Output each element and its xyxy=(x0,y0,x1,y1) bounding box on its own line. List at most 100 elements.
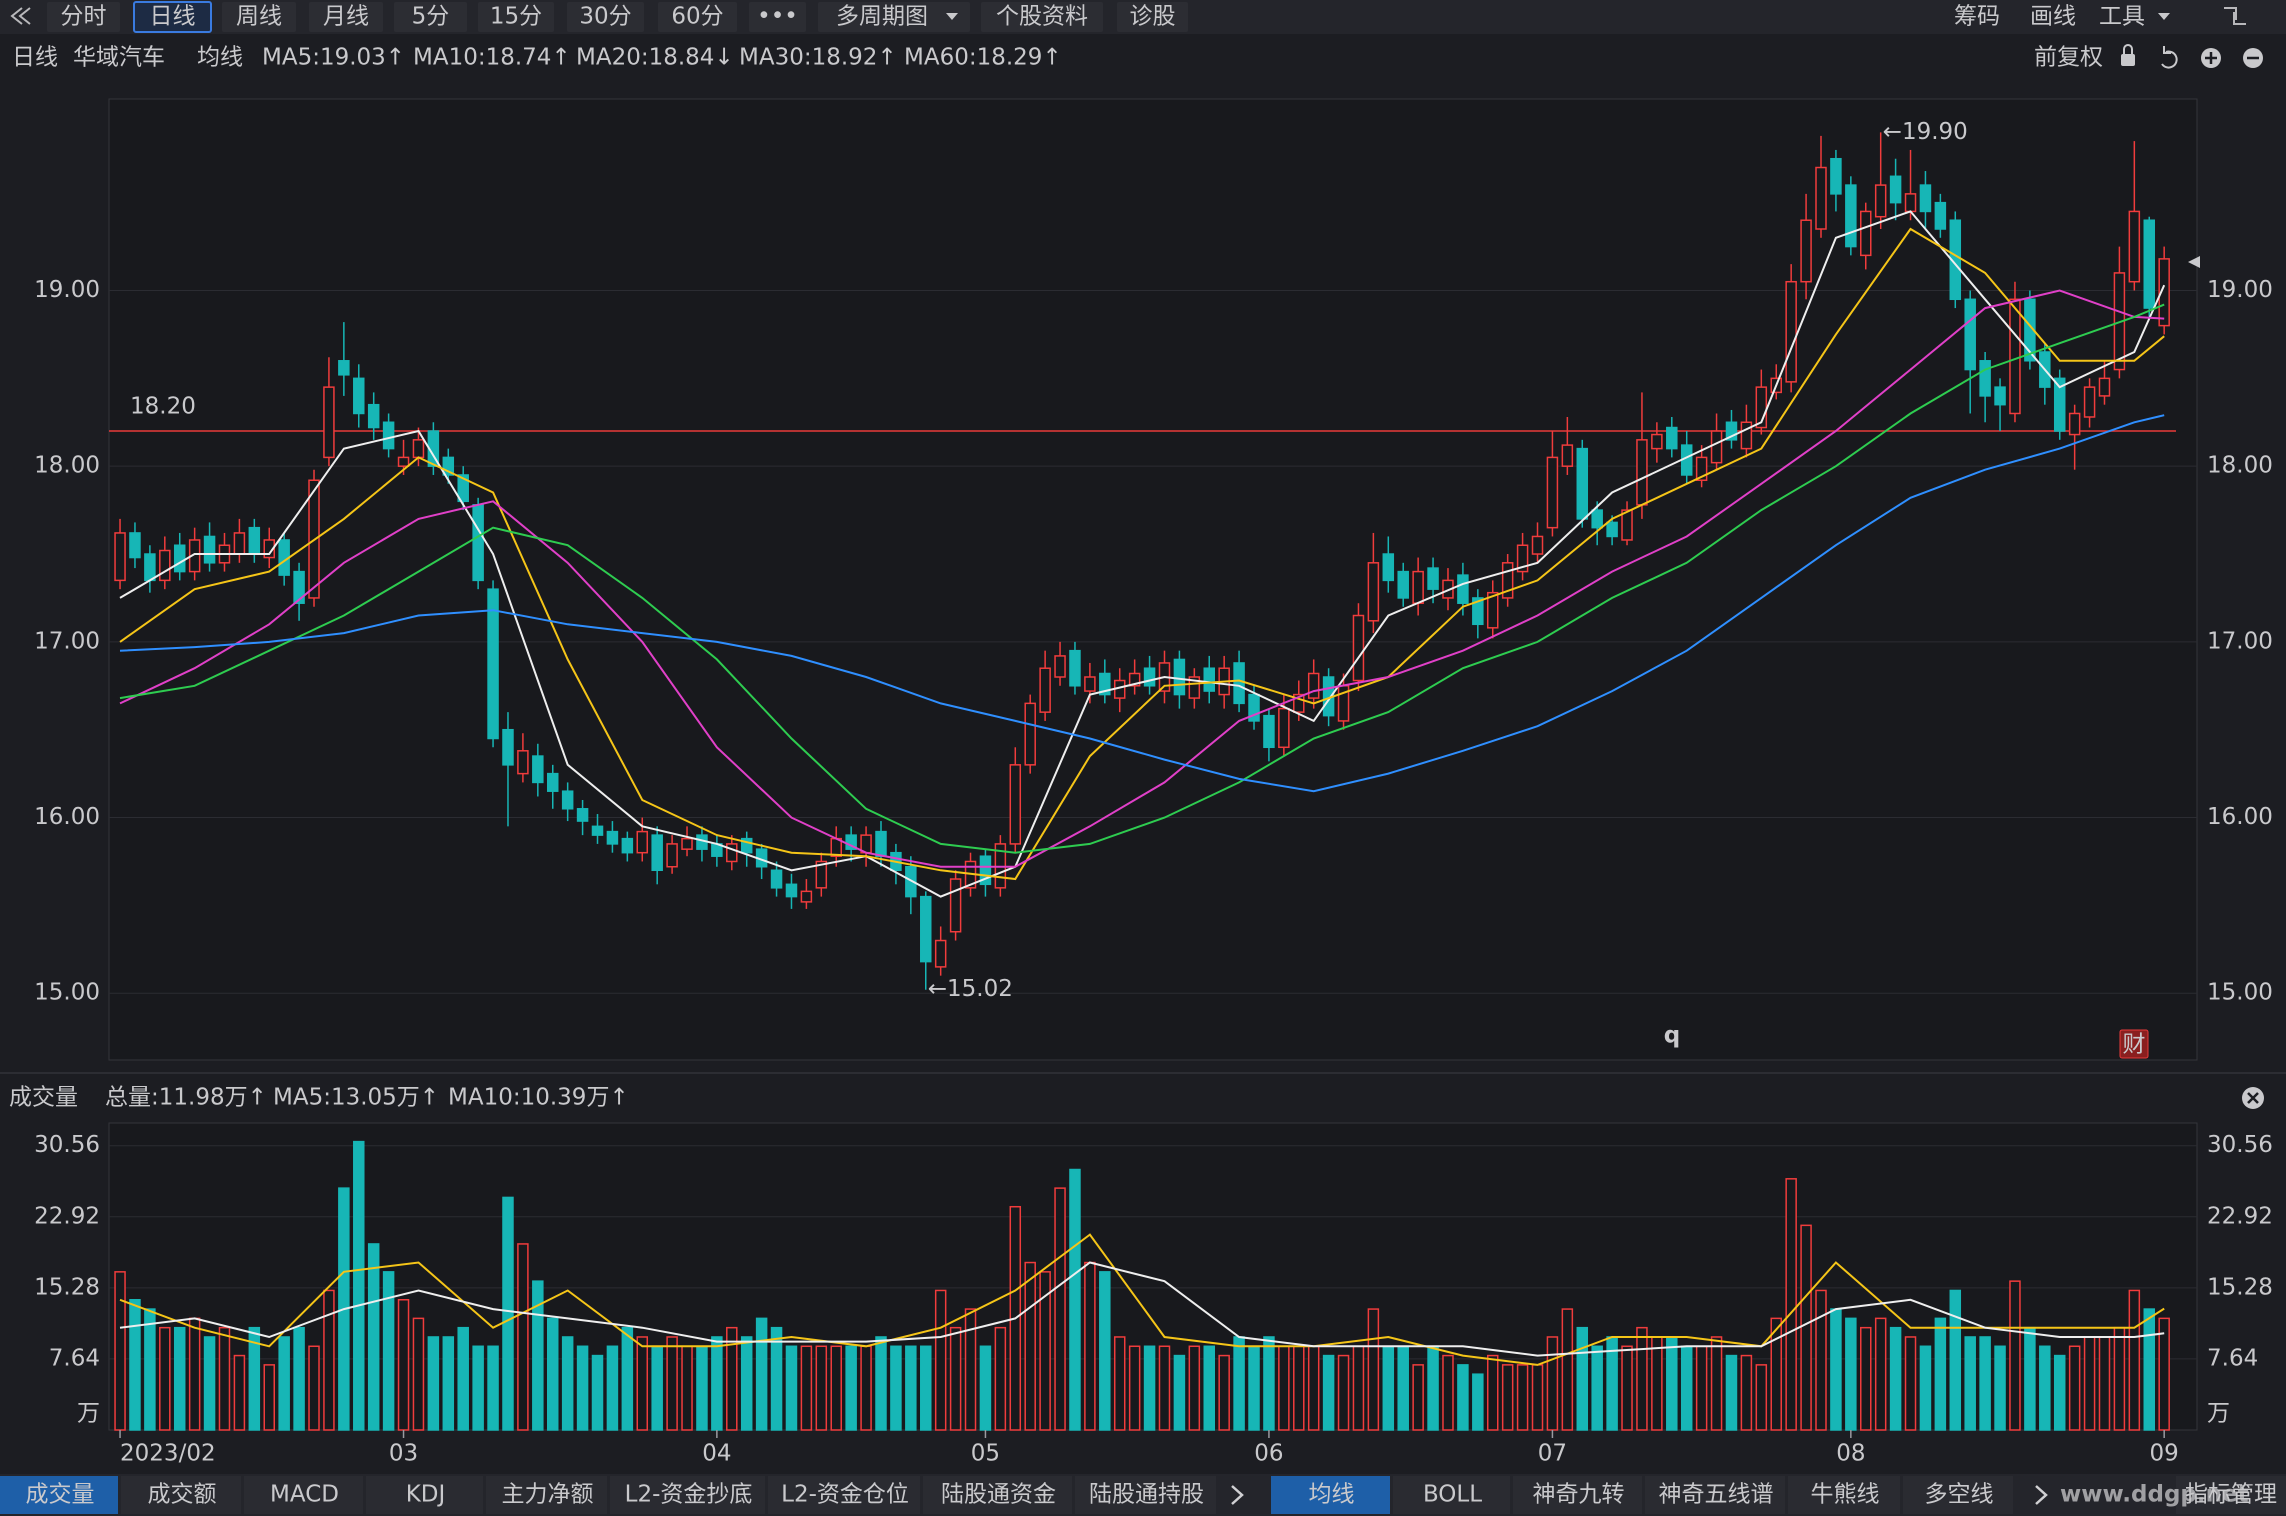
candle-body xyxy=(606,830,619,845)
toolbar-tab[interactable]: 日线 xyxy=(150,4,196,30)
volume-bar xyxy=(1218,1354,1230,1431)
period-label: 日线 xyxy=(12,45,58,71)
overlay-tab-bg[interactable] xyxy=(1271,1476,1390,1514)
candle-body xyxy=(1725,421,1738,441)
indicator-tab[interactable]: L2-资金仓位 xyxy=(781,1482,909,1508)
volume-bar xyxy=(1860,1326,1872,1431)
volume-bar xyxy=(1307,1345,1320,1431)
toolbar-button[interactable] xyxy=(47,2,120,32)
undo-icon[interactable] xyxy=(2161,46,2178,69)
toolbar-tab[interactable]: 5分 xyxy=(412,4,450,30)
toolbar-tool[interactable]: 画线 xyxy=(2030,4,2076,30)
volume-bar xyxy=(591,1354,604,1431)
toolbar-tab[interactable]: ••• xyxy=(757,4,798,30)
volume-bar xyxy=(1024,1261,1036,1431)
indicator-tab[interactable]: MACD xyxy=(270,1482,339,1508)
indicator-tab-bg[interactable] xyxy=(486,1476,607,1514)
indicator-tab-bg[interactable] xyxy=(768,1476,920,1514)
indicator-tab-bg[interactable] xyxy=(366,1476,483,1514)
tab-scroll[interactable] xyxy=(2035,1485,2048,1505)
price-line-label: 18.20 xyxy=(130,394,196,420)
candle-body xyxy=(949,878,962,933)
volume-bar xyxy=(1815,1289,1827,1431)
overlay-tab-bg[interactable] xyxy=(1513,1476,1642,1514)
indicator-tab[interactable]: 主力净额 xyxy=(502,1482,594,1508)
volume-bar xyxy=(1337,1354,1350,1431)
indicator-tab-bg[interactable] xyxy=(1075,1476,1216,1514)
toolbar-button[interactable] xyxy=(394,2,467,32)
indicator-tab-bg[interactable] xyxy=(610,1476,765,1514)
toolbar-tab[interactable]: 60分 xyxy=(671,4,723,30)
volume-bar xyxy=(2143,1308,2156,1431)
volume-bar xyxy=(2053,1354,2066,1431)
toolbar-button[interactable] xyxy=(133,1,212,33)
candle-body xyxy=(1710,430,1723,464)
toolbar-button[interactable] xyxy=(658,2,737,32)
toolbar-tab[interactable]: 诊股 xyxy=(1130,4,1176,30)
lock-icon[interactable] xyxy=(2121,54,2135,66)
volume-bar xyxy=(1442,1354,1454,1431)
toolbar-button[interactable] xyxy=(309,2,383,32)
indicator-tab-bg[interactable] xyxy=(0,1476,118,1514)
manage-bg[interactable] xyxy=(2176,1476,2286,1514)
back-icon[interactable] xyxy=(10,7,31,25)
toolbar-button[interactable] xyxy=(222,2,296,32)
y-tick-label-right: 17.00 xyxy=(2207,628,2273,654)
overlay-tab[interactable]: 神奇五线谱 xyxy=(1659,1482,1774,1508)
toolbar-tool[interactable]: 工具 xyxy=(2099,4,2145,30)
candle-body xyxy=(770,869,783,889)
overlay-tab[interactable]: 均线 xyxy=(1309,1482,1355,1508)
toolbar-tab[interactable]: 个股资料 xyxy=(996,4,1088,30)
candle-body xyxy=(1382,553,1395,582)
tab-scroll[interactable] xyxy=(1231,1485,1244,1505)
adjust-label[interactable]: 前复权 xyxy=(2034,45,2103,71)
indicator-tab[interactable]: 成交量 xyxy=(26,1482,95,1508)
volume-bar xyxy=(1934,1317,1947,1431)
indicator-tab-bg[interactable] xyxy=(244,1476,363,1514)
toolbar-button[interactable] xyxy=(478,2,554,32)
toolbar-tab[interactable]: 分时 xyxy=(61,4,107,30)
toolbar-button[interactable] xyxy=(567,2,644,32)
indicator-tab[interactable]: 成交额 xyxy=(148,1482,217,1508)
indicator-tab-bg[interactable] xyxy=(923,1476,1072,1514)
close-volume[interactable] xyxy=(2242,1087,2264,1109)
volume-bar xyxy=(1964,1336,1976,1431)
overlay-tab[interactable]: BOLL xyxy=(1423,1482,1482,1508)
overlay-tab[interactable]: 神奇九转 xyxy=(1533,1482,1625,1508)
toolbar-tab[interactable]: 月线 xyxy=(323,4,369,30)
indicator-tab[interactable]: L2-资金抄底 xyxy=(625,1482,753,1508)
toolbar-button[interactable] xyxy=(1117,2,1188,32)
overlay-tab[interactable]: 多空线 xyxy=(1925,1482,1994,1508)
candle-body xyxy=(1621,509,1633,541)
toolbar-tool[interactable]: 筹码 xyxy=(1954,4,2000,30)
indicator-tab[interactable]: 陆股通持股 xyxy=(1089,1482,1204,1508)
volume-bar xyxy=(1397,1345,1409,1431)
overlay-tab-bg[interactable] xyxy=(1903,1476,2013,1514)
overlay-tab-bg[interactable] xyxy=(1788,1476,1900,1514)
fullscreen-icon[interactable] xyxy=(2224,7,2246,25)
indicator-tab[interactable]: KDJ xyxy=(406,1482,446,1508)
volume-bar xyxy=(1830,1308,1842,1431)
volume-bar xyxy=(1472,1373,1484,1431)
candle-body xyxy=(173,544,186,573)
toolbar-tab[interactable]: 30分 xyxy=(579,4,631,30)
toolbar-tab[interactable]: 周线 xyxy=(236,4,282,30)
indicator-tab[interactable]: 陆股通资金 xyxy=(941,1482,1056,1508)
indicator-tab-bg[interactable] xyxy=(121,1476,241,1514)
volume-bar xyxy=(1994,1345,2006,1431)
indicator-manage[interactable]: 指标管理 xyxy=(2185,1482,2277,1508)
marker-cai[interactable]: 财 xyxy=(2123,1032,2146,1058)
candle-body xyxy=(636,830,649,854)
toolbar-button[interactable] xyxy=(818,2,970,32)
candle-body xyxy=(1457,574,1469,604)
overlay-tab-bg[interactable] xyxy=(1393,1476,1510,1514)
toolbar-tab[interactable]: 15分 xyxy=(490,4,542,30)
overlay-tab-bg[interactable] xyxy=(1645,1476,1785,1514)
toolbar-button[interactable] xyxy=(749,2,806,32)
toolbar-tab[interactable]: 多周期图 xyxy=(836,4,928,30)
candle-body xyxy=(1128,672,1141,687)
overlay-tab[interactable]: 牛熊线 xyxy=(1811,1482,1880,1508)
toolbar-button[interactable] xyxy=(981,2,1103,32)
candle-body xyxy=(1367,562,1380,622)
volume-ma-line xyxy=(119,1233,2165,1366)
